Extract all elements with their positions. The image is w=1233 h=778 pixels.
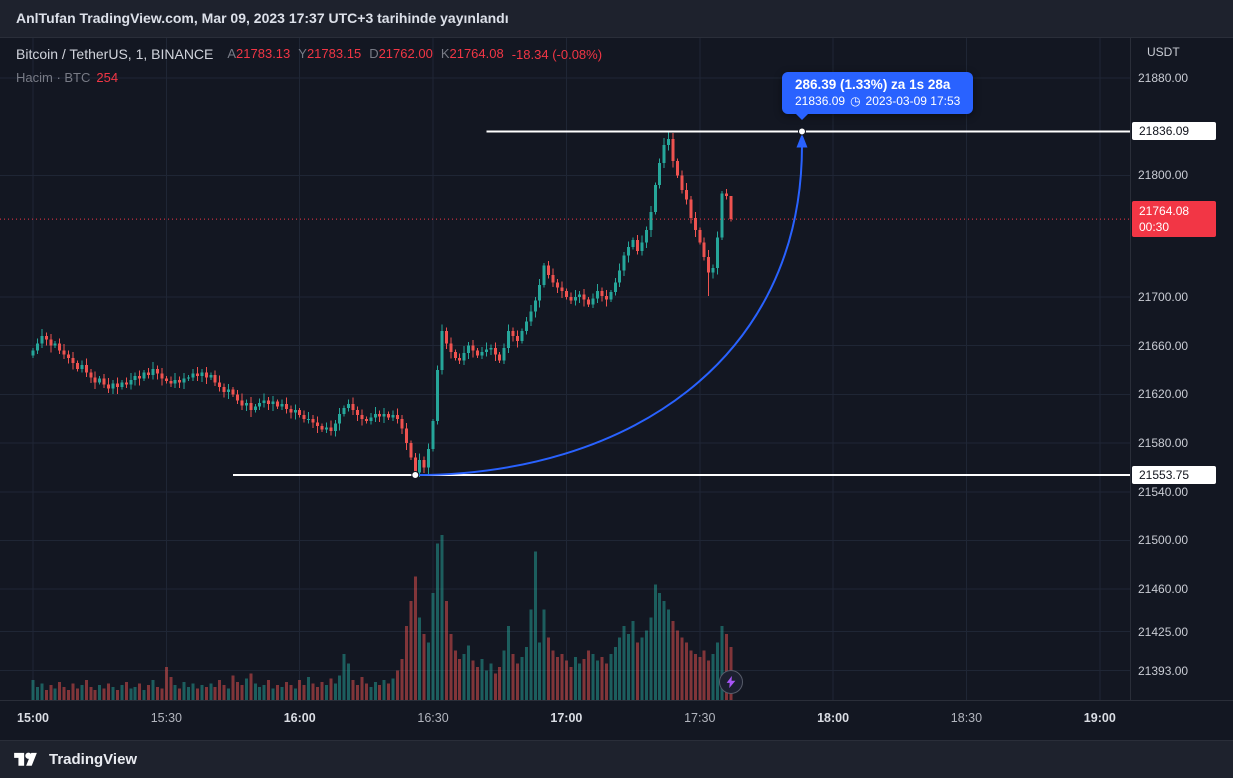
change-value: -18.34 (-0.08%) [511,46,603,62]
tooltip-price: 21836.09 [795,94,846,108]
symbol-row: Bitcoin / TetherUS, 1, BINANCE A21783.13… [16,44,602,64]
open-label: A [227,46,237,61]
currency-label: USDT [1147,45,1180,59]
price-axis-label: 21620.00 [1138,387,1189,402]
close-group: K21764.08 [433,45,504,63]
tooltip-detail-row: 21836.09 ◷ 2023-03-09 17:53 [795,94,960,108]
time-axis-label: 15:00 [17,711,49,725]
flash-marker-button[interactable] [718,670,743,694]
drawing-anchor-dot[interactable] [797,127,806,136]
close-label: K [440,46,450,61]
footer: TradingView [0,740,1233,778]
volume-row: Hacim · BTC 254 [16,67,602,87]
price-axis-label: 21393.00 [1138,663,1189,678]
volume-value: 254 [96,69,119,85]
symbol-title[interactable]: Bitcoin / TetherUS, 1, BINANCE [16,46,214,62]
legend: Bitcoin / TetherUS, 1, BINANCE A21783.13… [16,44,602,87]
line-price-badge-upper: 21836.09 [1132,122,1216,141]
tradingview-logo-icon[interactable] [14,750,40,770]
curved-arrow-drawing[interactable] [415,145,803,477]
drawing-anchor-dot[interactable] [411,471,420,480]
candlestick-series [31,131,733,477]
time-axis-label: 17:30 [684,711,716,725]
price-axis-label: 21580.00 [1138,436,1189,451]
grid-lines [0,38,1130,700]
lightning-icon [726,675,736,689]
price-axis-label: 21500.00 [1138,533,1189,548]
high-label: Y [298,46,307,61]
time-axis-label: 18:00 [817,711,850,725]
publish-bar: AnlTufan TradingView.com, Mar 09, 2023 1… [0,0,1233,38]
brand-name[interactable]: TradingView [49,751,138,768]
time-axis-label: 15:30 [150,711,182,725]
last-price-value: 21764.08 [1139,204,1190,219]
low-label: D [369,46,379,61]
clock-icon: ◷ [850,94,861,108]
volume-series [31,535,733,700]
price-axis-label: 21880.00 [1138,71,1189,85]
publish-text: AnlTufan TradingView.com, Mar 09, 2023 1… [16,10,509,26]
line-price-badge-lower: 21553.75 [1132,466,1216,485]
arrowhead-icon [796,133,808,148]
volume-label: Hacim · BTC [16,69,91,85]
open-value: 21783.13 [236,46,291,61]
open-group: A21783.13 [219,45,290,63]
low-group: D21762.00 [361,45,433,63]
tooltip-datetime: 2023-03-09 17:53 [865,94,961,108]
high-group: Y21783.15 [290,45,361,63]
time-axis-label: 17:00 [550,711,583,725]
price-axis-label: 21460.00 [1138,582,1189,597]
last-price-badge: 21764.08 00:30 [1132,201,1216,238]
time-axis-label: 19:00 [1083,711,1116,725]
price-axis-label: 21660.00 [1138,338,1189,353]
measure-tooltip: 286.39 (1.33%) za 1s 28a 21836.09 ◷ 2023… [782,72,974,120]
time-axis-label: 16:00 [283,711,316,725]
candle-countdown: 00:30 [1139,220,1170,235]
chart-area[interactable]: Bitcoin / TetherUS, 1, BINANCE A21783.13… [0,38,1233,740]
price-axis-label: 21540.00 [1138,484,1189,499]
time-axis[interactable]: 15:00 15:30 16:00 16:30 17:00 17:30 18:00 18:30… [0,700,1233,740]
price-axis-label: 21700.00 [1138,290,1189,305]
price-axis-label: 21800.00 [1138,168,1189,183]
close-value: 21764.08 [449,46,504,61]
tooltip-change-text: 286.39 (1.33%) za 1s 28a [795,77,951,92]
time-axis-label: 16:30 [417,711,449,725]
low-value: 21762.00 [378,46,433,61]
chart-plot[interactable] [0,38,1130,700]
price-axis[interactable]: USDT 21880.00 21800.00 21700.00 21660.00 216… [1130,38,1233,700]
high-value: 21783.15 [306,46,362,61]
time-axis-label: 18:30 [950,711,983,725]
price-axis-label: 21425.00 [1138,624,1189,639]
